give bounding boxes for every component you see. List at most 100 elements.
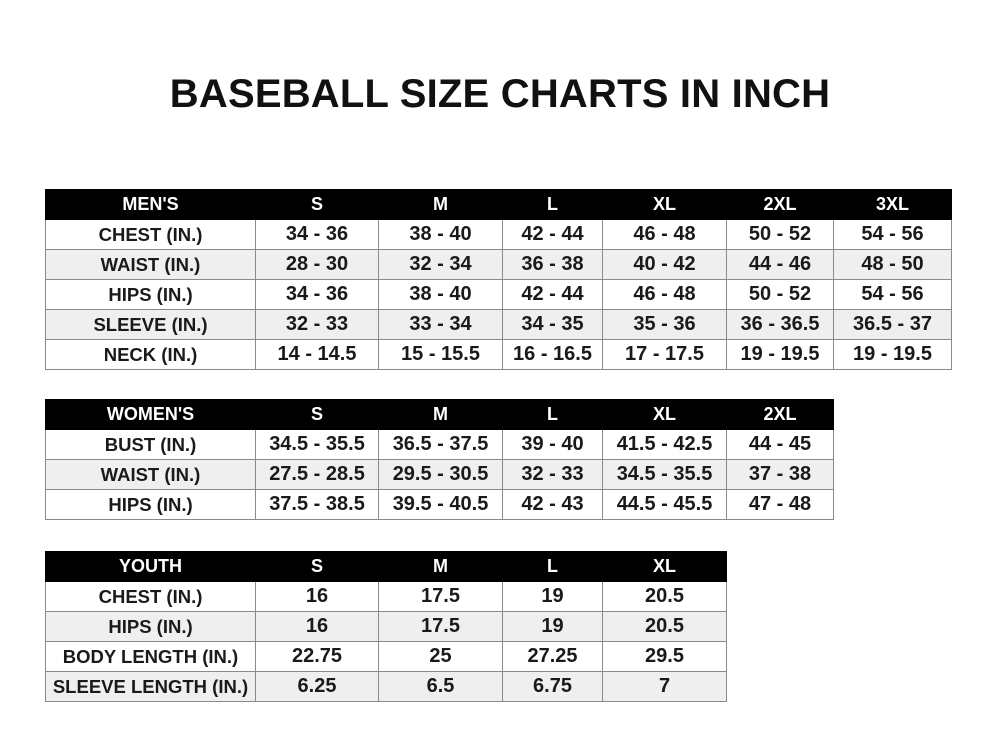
table-row: HIPS (IN.) 34 - 36 38 - 40 42 - 44 46 - 48 50… [45,279,952,310]
size-value: 39 - 40 [502,429,603,460]
size-header: XL [602,189,727,220]
size-value: 46 - 48 [602,219,727,250]
size-value: 16 [255,581,379,612]
measurement-label: WAIST (IN.) [45,459,256,490]
table-row: BUST (IN.) 34.5 - 35.5 36.5 - 37.5 39 - 40 4… [45,429,834,460]
measurement-label: WAIST (IN.) [45,249,256,280]
size-value: 29.5 [602,641,727,672]
size-value: 7 [602,671,727,702]
size-header: S [255,399,379,430]
size-header: XL [602,399,727,430]
size-value: 40 - 42 [602,249,727,280]
size-header: M [378,399,503,430]
size-value: 36.5 - 37 [833,309,952,340]
size-header: L [502,399,603,430]
measurement-label: HIPS (IN.) [45,279,256,310]
size-value: 36.5 - 37.5 [378,429,503,460]
size-value: 35 - 36 [602,309,727,340]
size-value: 20.5 [602,581,727,612]
table-row: BODY LENGTH (IN.) 22.75 25 27.25 29.5 [45,641,727,672]
size-value: 20.5 [602,611,727,642]
size-value: 19 - 19.5 [833,339,952,370]
size-value: 15 - 15.5 [378,339,503,370]
size-value: 16 - 16.5 [502,339,603,370]
header-row: YOUTH S M L XL [45,551,727,582]
size-value: 38 - 40 [378,279,503,310]
size-value: 32 - 33 [502,459,603,490]
size-value: 37.5 - 38.5 [255,489,379,520]
size-value: 34 - 36 [255,279,379,310]
table-row: SLEEVE (IN.) 32 - 33 33 - 34 34 - 35 35 - 36… [45,309,952,340]
table-row: HIPS (IN.) 16 17.5 19 20.5 [45,611,727,642]
size-value: 46 - 48 [602,279,727,310]
size-value: 19 [502,581,603,612]
size-value: 50 - 52 [726,219,834,250]
size-value: 29.5 - 30.5 [378,459,503,490]
size-header: S [255,189,379,220]
size-value: 42 - 44 [502,279,603,310]
size-value: 6.25 [255,671,379,702]
category-header: WOMEN'S [45,399,256,430]
size-value: 33 - 34 [378,309,503,340]
size-value: 14 - 14.5 [255,339,379,370]
size-value: 32 - 34 [378,249,503,280]
size-value: 19 [502,611,603,642]
size-value: 6.75 [502,671,603,702]
size-header: L [502,551,603,582]
size-value: 41.5 - 42.5 [602,429,727,460]
size-value: 34 - 35 [502,309,603,340]
size-value: 34 - 36 [255,219,379,250]
table-row: CHEST (IN.) 34 - 36 38 - 40 42 - 44 46 - 48 5… [45,219,952,250]
size-value: 47 - 48 [726,489,834,520]
size-value: 34.5 - 35.5 [602,459,727,490]
size-value: 27.5 - 28.5 [255,459,379,490]
size-value: 19 - 19.5 [726,339,834,370]
measurement-label: HIPS (IN.) [45,489,256,520]
size-header: XL [602,551,727,582]
mens-size-table: MEN'S S M L XL 2XL 3XL CHEST (IN.) 34 - 36 38 - 4… [45,189,952,370]
size-value: 27.25 [502,641,603,672]
size-header: M [378,551,503,582]
size-value: 44 - 46 [726,249,834,280]
size-header: M [378,189,503,220]
size-value: 42 - 43 [502,489,603,520]
size-header: 3XL [833,189,952,220]
size-value: 32 - 33 [255,309,379,340]
header-row: MEN'S S M L XL 2XL 3XL [45,189,952,220]
size-value: 42 - 44 [502,219,603,250]
size-value: 25 [378,641,503,672]
size-value: 17.5 [378,611,503,642]
page-title: BASEBALL SIZE CHARTS IN INCH [169,72,831,116]
size-value: 16 [255,611,379,642]
size-value: 44 - 45 [726,429,834,460]
table-row: SLEEVE LENGTH (IN.) 6.25 6.5 6.75 7 [45,671,727,702]
size-value: 17 - 17.5 [602,339,727,370]
size-header: L [502,189,603,220]
measurement-label: HIPS (IN.) [45,611,256,642]
measurement-label: BUST (IN.) [45,429,256,460]
size-value: 22.75 [255,641,379,672]
measurement-label: CHEST (IN.) [45,581,256,612]
size-value: 28 - 30 [255,249,379,280]
size-header: 2XL [726,189,834,220]
size-value: 54 - 56 [833,219,952,250]
measurement-label: NECK (IN.) [45,339,256,370]
measurement-label: BODY LENGTH (IN.) [45,641,256,672]
category-header: MEN'S [45,189,256,220]
table-row: NECK (IN.) 14 - 14.5 15 - 15.5 16 - 16.5 17 … [45,339,952,370]
size-value: 44.5 - 45.5 [602,489,727,520]
size-value: 36 - 36.5 [726,309,834,340]
measurement-label: SLEEVE (IN.) [45,309,256,340]
size-header: 2XL [726,399,834,430]
size-value: 38 - 40 [378,219,503,250]
size-value: 6.5 [378,671,503,702]
measurement-label: SLEEVE LENGTH (IN.) [45,671,256,702]
table-row: WAIST (IN.) 27.5 - 28.5 29.5 - 30.5 32 - 33… [45,459,834,490]
category-header: YOUTH [45,551,256,582]
header-row: WOMEN'S S M L XL 2XL [45,399,834,430]
size-value: 39.5 - 40.5 [378,489,503,520]
size-value: 54 - 56 [833,279,952,310]
size-value: 17.5 [378,581,503,612]
table-row: HIPS (IN.) 37.5 - 38.5 39.5 - 40.5 42 - 43 4… [45,489,834,520]
size-value: 36 - 38 [502,249,603,280]
